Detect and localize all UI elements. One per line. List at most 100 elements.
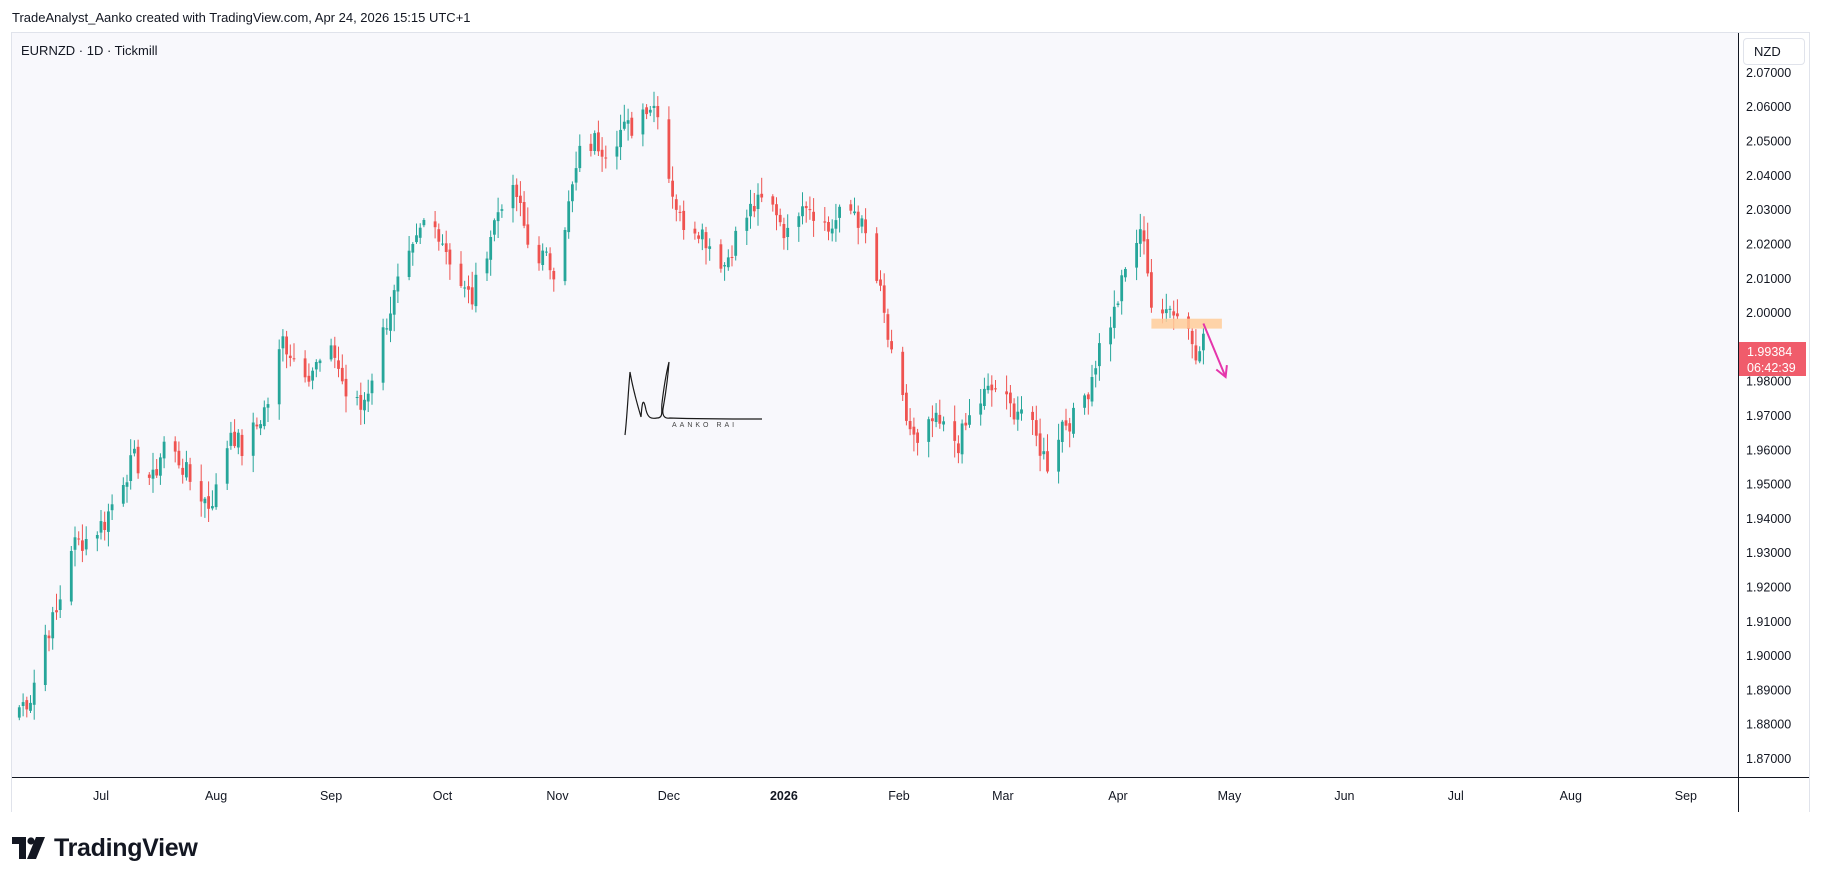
- candle: [84, 526, 88, 556]
- candle: [155, 459, 159, 478]
- candle-body: [43, 634, 47, 685]
- candle-body: [422, 220, 426, 226]
- time-axis[interactable]: [12, 777, 1738, 812]
- candle: [103, 511, 107, 541]
- candle-body: [697, 235, 700, 239]
- candle: [1116, 301, 1120, 308]
- candle-body: [51, 612, 55, 639]
- candle-body: [960, 423, 964, 455]
- candle: [25, 696, 29, 718]
- candle: [808, 196, 812, 220]
- candle-body: [574, 168, 578, 183]
- candle: [1034, 405, 1038, 447]
- candle-body: [121, 485, 125, 504]
- candle-body: [994, 388, 997, 390]
- candle-body: [129, 455, 133, 481]
- candle: [470, 271, 474, 310]
- candle: [1009, 385, 1012, 418]
- candle: [1064, 408, 1068, 431]
- candle: [1005, 375, 1008, 410]
- candle: [17, 705, 21, 721]
- candle: [682, 200, 686, 240]
- axis-corner: [1738, 777, 1809, 812]
- candle: [886, 308, 890, 348]
- candle: [1168, 305, 1172, 319]
- candle: [782, 217, 786, 250]
- candle-body: [704, 232, 708, 249]
- candle: [771, 194, 775, 212]
- time-tick-label: Oct: [433, 789, 453, 803]
- candle: [496, 197, 500, 238]
- price-tick-label: 1.98000: [1746, 375, 1791, 389]
- candle-body: [474, 274, 478, 307]
- candle: [957, 435, 960, 464]
- candle: [916, 428, 919, 456]
- candle-body: [1060, 421, 1064, 442]
- candle: [648, 106, 652, 117]
- candle-body: [875, 233, 879, 281]
- candle: [548, 247, 552, 280]
- candle: [979, 389, 983, 426]
- candle: [389, 296, 392, 343]
- candle: [875, 227, 879, 284]
- candle-body: [656, 106, 660, 118]
- candle: [1086, 392, 1090, 415]
- candle: [1194, 329, 1198, 365]
- forecast-arrow[interactable]: [1202, 323, 1228, 379]
- currency-selector[interactable]: NZD: [1743, 38, 1805, 65]
- candle: [708, 238, 712, 261]
- candle-body: [745, 217, 749, 231]
- candle-body: [782, 224, 786, 239]
- candle-body: [519, 195, 522, 203]
- candle-body: [251, 422, 255, 456]
- candle-body: [1068, 423, 1072, 432]
- price-tick-label: 2.05000: [1746, 135, 1791, 149]
- price-tick-label: 2.00000: [1746, 306, 1791, 320]
- time-tick-label: Nov: [546, 789, 569, 803]
- candle-body: [188, 464, 192, 482]
- tradingview-logo[interactable]: TradingView: [12, 834, 198, 862]
- candle: [21, 693, 25, 717]
- candle: [448, 243, 452, 280]
- candle-body: [879, 279, 882, 286]
- signature-stroke: [624, 361, 763, 436]
- candle-body: [823, 221, 827, 223]
- candle-body: [303, 358, 307, 378]
- candle-body: [979, 403, 983, 415]
- candle: [1046, 434, 1049, 474]
- candle-body: [288, 355, 292, 358]
- candle-body: [578, 145, 582, 169]
- candle-body: [1176, 313, 1179, 317]
- candle-body: [155, 469, 159, 476]
- candle: [485, 251, 489, 281]
- candle: [188, 457, 192, 491]
- candle: [1068, 417, 1072, 448]
- candle-body: [812, 211, 815, 221]
- candle-body: [990, 384, 994, 391]
- candle: [964, 413, 968, 431]
- tradingview-logo-icon: [12, 837, 45, 859]
- candle: [303, 350, 307, 383]
- candle-body: [648, 109, 652, 113]
- candle-body: [17, 707, 21, 718]
- candle-body: [277, 349, 281, 405]
- candle: [185, 450, 188, 481]
- candle: [110, 494, 114, 520]
- candle: [619, 114, 622, 160]
- candle: [381, 318, 385, 391]
- candle: [597, 120, 600, 156]
- candle-body: [730, 257, 734, 258]
- candle-body: [110, 504, 114, 511]
- candle: [615, 130, 619, 170]
- candle: [693, 221, 697, 240]
- price-tick-label: 2.03000: [1746, 203, 1791, 217]
- candle: [1020, 396, 1023, 421]
- candle-body: [240, 434, 244, 456]
- candle: [1038, 418, 1042, 472]
- candle-body: [808, 209, 812, 211]
- candle-body: [1168, 308, 1172, 310]
- plot-area[interactable]: [12, 33, 1738, 777]
- price-axis[interactable]: [1738, 33, 1809, 777]
- price-tick-label: 2.01000: [1746, 272, 1791, 286]
- symbol-legend[interactable]: EURNZD · 1D · Tickmill: [21, 43, 158, 58]
